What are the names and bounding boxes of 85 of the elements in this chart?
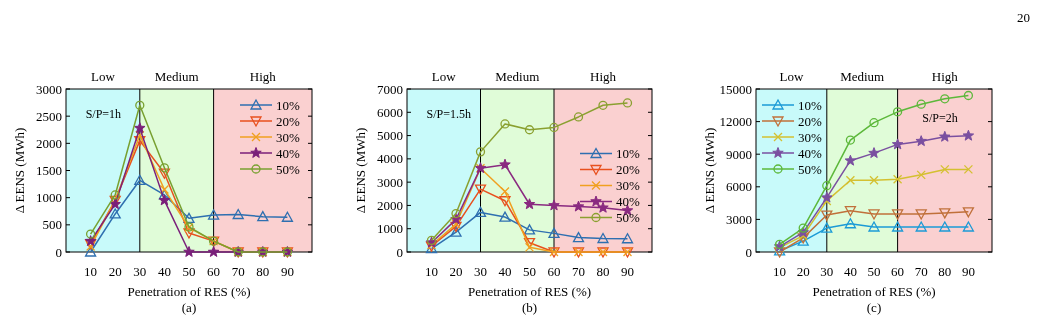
annotation: S/P=1.5h bbox=[426, 107, 472, 122]
y-axis-title: Δ EENS (MWh) bbox=[353, 127, 368, 214]
x-tick-label: 70 bbox=[572, 264, 585, 279]
y-tick-label: 12000 bbox=[719, 114, 752, 130]
x-tick-label: 30 bbox=[474, 264, 487, 279]
x-tick-label: 40 bbox=[843, 264, 857, 279]
y-tick-label: 1000 bbox=[377, 221, 403, 237]
band-label: Low bbox=[779, 69, 804, 84]
text: (b) bbox=[521, 300, 538, 315]
y-tick-label: 2000 bbox=[36, 135, 62, 151]
legend-label: 50% bbox=[798, 161, 822, 177]
y-tick-label: 6000 bbox=[377, 104, 403, 120]
y-tick-label: 0 bbox=[396, 244, 403, 260]
annotation: S/P=2h bbox=[922, 110, 958, 125]
y-tick-label: 500 bbox=[42, 217, 62, 233]
x-axis-title: Penetration of RES (%) bbox=[812, 284, 936, 299]
y-tick-label: 5000 bbox=[377, 128, 403, 144]
band-label: Medium bbox=[495, 69, 540, 84]
y-axis-title: Δ EENS (MWh) bbox=[12, 127, 27, 214]
y-tick-label: 7000 bbox=[377, 81, 403, 97]
y-axis-title: Δ EENS (MWh) bbox=[702, 127, 717, 214]
legend-label: 20% bbox=[276, 113, 300, 129]
x-tick-label: 70 bbox=[231, 264, 245, 279]
x-tick-label: 40 bbox=[157, 264, 171, 279]
x-tick-label: 30 bbox=[133, 264, 147, 279]
x-tick-label: 80 bbox=[596, 264, 610, 279]
band-label: High bbox=[249, 69, 277, 84]
band-label: Low bbox=[90, 69, 116, 84]
y-tick-label: 4000 bbox=[377, 151, 403, 167]
legend-label: 10% bbox=[616, 146, 640, 162]
legend-label: 30% bbox=[798, 129, 822, 145]
x-tick-label: 70 bbox=[914, 264, 928, 279]
x-tick-label: 90 bbox=[621, 264, 634, 279]
x-tick-label: 60 bbox=[891, 264, 905, 279]
y-tick-label: 1000 bbox=[36, 190, 62, 206]
band-label: Medium bbox=[154, 69, 199, 84]
y-tick-label: 3000 bbox=[726, 211, 752, 227]
x-tick-label: 60 bbox=[547, 264, 561, 279]
y-tick-label: 0 bbox=[55, 244, 62, 260]
x-axis-title: Penetration of RES (%) bbox=[127, 284, 251, 299]
x-axis-title: Penetration of RES (%) bbox=[467, 284, 592, 299]
band-label: Medium bbox=[840, 69, 885, 84]
x-tick-label: 80 bbox=[938, 264, 952, 279]
x-tick-label: 60 bbox=[207, 264, 221, 279]
text: (a) bbox=[181, 300, 197, 315]
text: (c) bbox=[866, 300, 882, 315]
band-label: High bbox=[931, 69, 959, 84]
legend-label: 30% bbox=[276, 129, 300, 145]
legend-label: 20% bbox=[798, 113, 822, 129]
legend-label: 30% bbox=[616, 178, 640, 194]
band-label: High bbox=[590, 69, 617, 84]
y-tick-label: 15000 bbox=[719, 81, 752, 97]
legend-label: 40% bbox=[276, 145, 300, 161]
legend-label: 10% bbox=[798, 97, 822, 113]
y-tick-label: 1500 bbox=[36, 163, 62, 179]
band-label: Low bbox=[431, 69, 457, 84]
x-tick-label: 30 bbox=[820, 264, 834, 279]
legend-label: 10% bbox=[276, 97, 300, 113]
x-tick-label: 50 bbox=[523, 264, 536, 279]
y-tick-label: 3000 bbox=[36, 81, 62, 97]
legend-label: 20% bbox=[616, 162, 640, 178]
x-tick-label: 20 bbox=[108, 264, 122, 279]
x-tick-label: 40 bbox=[498, 264, 512, 279]
y-tick-label: 3000 bbox=[377, 174, 403, 190]
y-tick-label: 0 bbox=[745, 244, 752, 260]
y-tick-label: 2500 bbox=[36, 108, 62, 124]
annotation: S/P=1h bbox=[85, 107, 122, 122]
x-tick-label: 90 bbox=[961, 264, 975, 279]
x-tick-label: 10 bbox=[84, 264, 98, 279]
legend-label: 50% bbox=[276, 161, 300, 177]
x-tick-label: 90 bbox=[280, 264, 294, 279]
x-tick-label: 80 bbox=[256, 264, 270, 279]
legend-label: 40% bbox=[798, 145, 822, 161]
x-tick-label: 10 bbox=[425, 264, 438, 279]
y-tick-label: 6000 bbox=[726, 179, 752, 195]
x-tick-label: 10 bbox=[773, 264, 787, 279]
y-tick-label: 9000 bbox=[726, 146, 752, 162]
x-tick-label: 20 bbox=[449, 264, 463, 279]
legend-label: 50% bbox=[616, 210, 640, 226]
x-tick-label: 50 bbox=[867, 264, 881, 279]
y-tick-label: 2000 bbox=[377, 197, 403, 213]
text: 20 bbox=[1017, 10, 1030, 25]
legend-label: 40% bbox=[616, 194, 640, 210]
x-tick-label: 50 bbox=[182, 264, 196, 279]
x-tick-label: 20 bbox=[796, 264, 810, 279]
